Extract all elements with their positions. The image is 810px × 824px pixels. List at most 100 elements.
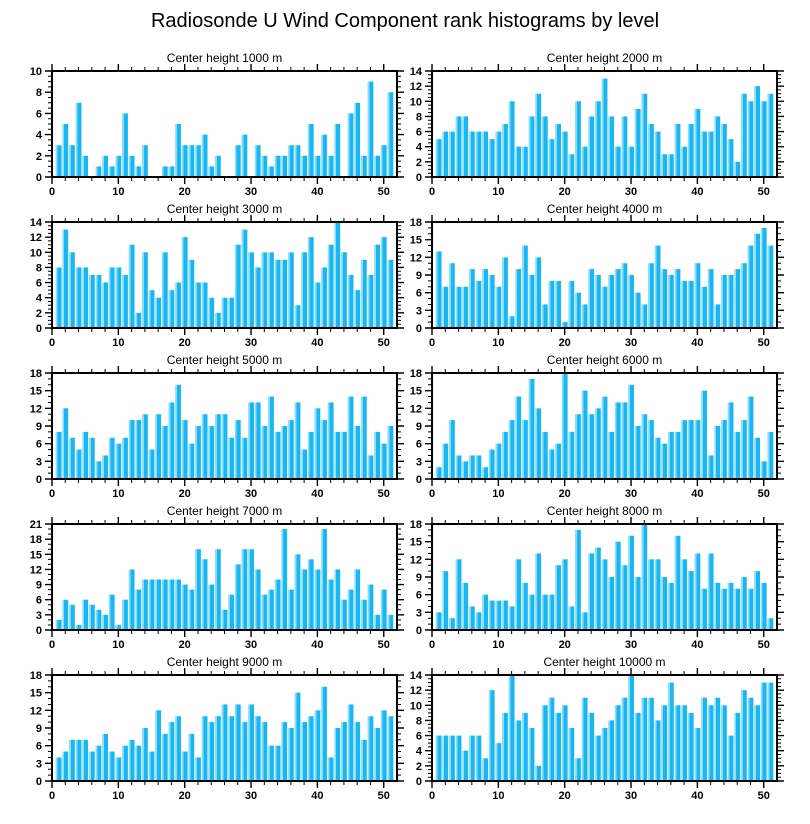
bar [95,609,102,630]
bar [714,116,721,177]
bar [301,252,308,328]
bar [754,86,761,177]
bar [435,735,442,781]
bar [62,229,69,328]
bar [528,116,535,177]
y-tick-label: 0 [416,776,422,788]
bar [248,549,254,630]
bar [55,757,62,781]
bar [641,304,648,328]
bar [175,282,181,328]
x-tick-label: 0 [429,186,435,197]
y-tick-label: 2 [36,151,42,163]
bar [568,280,575,328]
bar [694,108,701,177]
bar [88,437,95,479]
x-tick-label: 10 [112,186,124,197]
bar [521,712,528,781]
bars [435,78,774,177]
bar [228,594,235,630]
bar [287,589,294,630]
y-tick-label: 9 [36,421,42,433]
bar [727,139,734,177]
bar [588,269,595,328]
bar [568,154,575,177]
bar [714,426,721,479]
bar [234,704,241,781]
bar [561,131,568,177]
x-tick-label: 0 [49,337,55,348]
bar [234,564,241,630]
bars [435,227,774,328]
minor-ticks [48,671,401,785]
bar [334,222,341,328]
bar [341,431,347,479]
bar [727,735,734,781]
bars [435,675,774,781]
bar [555,443,561,479]
x-tick-label: 10 [492,186,504,197]
bar [135,420,142,479]
bar [502,124,508,177]
bar [508,606,515,630]
bar [455,286,462,328]
chart-title: Center height 7000 m [167,504,282,518]
major-ticks [425,215,784,335]
bar [221,609,228,630]
x-tick-label: 10 [492,488,504,499]
bar [208,584,215,630]
y-tick-label: 0 [36,776,42,788]
bar [614,269,621,328]
bar [55,145,62,177]
bar [581,304,588,328]
x-tick-label: 20 [179,790,191,801]
bar [734,588,741,630]
bar [294,692,301,781]
bar [601,396,608,479]
major-ticks [45,64,404,184]
bar [455,559,462,630]
y-tick-label: 2 [36,308,42,320]
bar [575,292,581,328]
y-tick-label: 10 [410,96,422,108]
bar [502,431,508,479]
bar [701,588,707,630]
bar [581,390,588,479]
bar [648,263,654,328]
bar [488,275,495,328]
bar [442,443,449,479]
bar [475,735,482,781]
y-tick-label: 0 [416,323,422,335]
bar [495,600,502,630]
bar [221,297,228,328]
bar [201,282,208,328]
y-tick-label: 3 [416,607,422,619]
y-tick-label: 6 [416,439,422,451]
bar [475,455,482,479]
bar [161,733,168,781]
bars [435,524,774,630]
bar [294,402,301,479]
major-ticks [425,64,784,184]
bar [214,716,221,781]
x-tick-label: 0 [49,488,55,499]
bar [168,579,175,630]
bar [488,449,495,479]
bar [301,155,308,177]
bar [128,569,135,630]
y-tick-label: 9 [416,421,422,433]
bar [221,414,228,479]
bar [55,431,62,479]
bar [674,269,681,328]
bar [75,449,82,479]
bar [621,116,628,177]
bar [535,408,542,479]
bar [248,704,254,781]
y-tick-label: 6 [416,127,422,139]
bar [462,750,469,781]
bar [354,722,361,781]
bar [508,101,515,177]
bar [294,554,301,630]
bar [462,461,469,479]
bar [281,529,288,630]
